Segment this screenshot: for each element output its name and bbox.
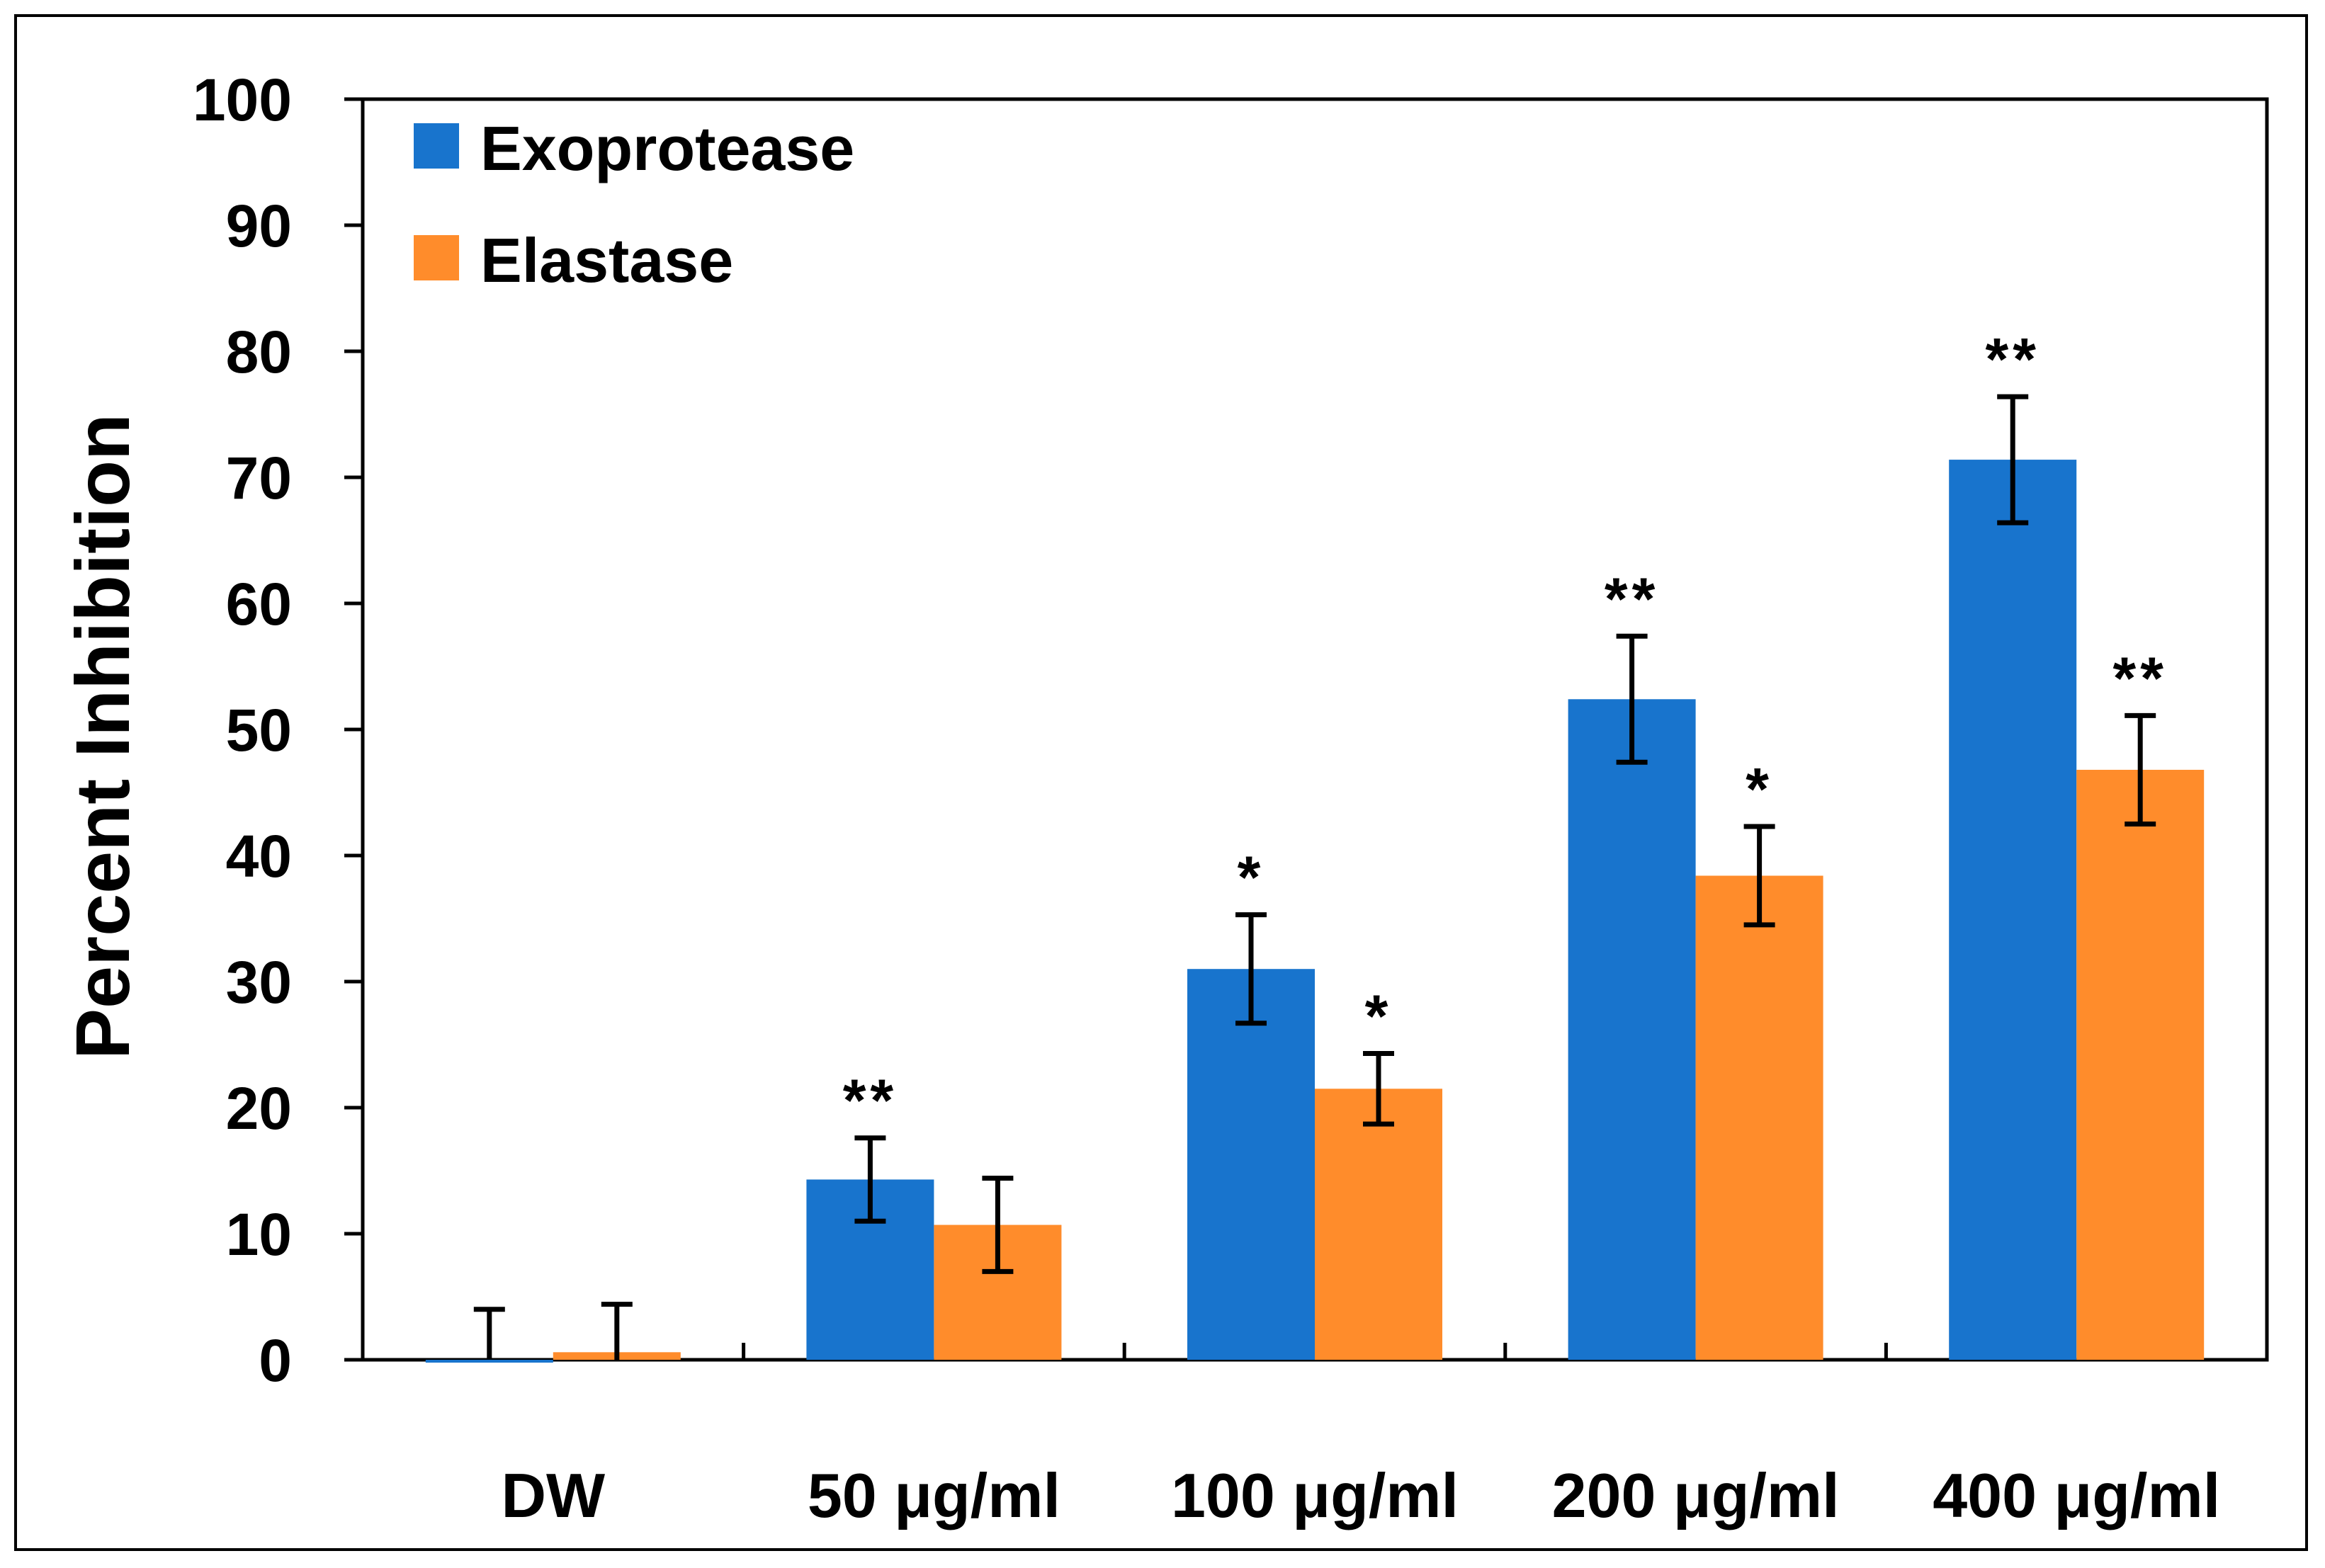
legend-label-exoprotease: Exoprotease [480,113,854,183]
legend-label-elastase: Elastase [480,225,733,295]
figure-frame [14,14,2308,1551]
y-tick-label: 40 [226,823,292,890]
significance-exoprotease-200-g-ml: ** [1605,565,1659,632]
y-tick-label: 20 [226,1075,292,1142]
bar-elastase-400-g-ml [2076,769,2205,1360]
error-bar-exoprotease-400-g-ml [1997,394,2029,525]
error-bar-exoprotease-100-g-ml [1235,912,1267,1026]
significance-exoprotease-400-g-ml: ** [1986,326,2040,392]
significance-elastase-200-g-ml: * [1746,756,1773,822]
x-tick-label-100-g-ml: 100 μg/ml [1171,1460,1459,1530]
bar-elastase-100-g-ml [1315,1089,1442,1360]
x-tick-label-400-g-ml: 400 μg/ml [1933,1460,2220,1530]
y-tick-label: 0 [259,1327,292,1394]
error-bar-elastase-400-g-ml [2125,712,2156,826]
error-bar-exoprotease-200-g-ml [1616,633,1648,765]
error-bars [473,394,2156,1360]
bar-exoprotease-200-g-ml [1568,699,1696,1360]
x-axis: DW 50 μg/ml 100 μg/ml 200 μg/ml 400 μg/ml [501,1343,2220,1530]
y-axis-title: Percent Inhibition [60,414,145,1059]
significance-marks: *********** [843,326,2168,1134]
error-bar-exoprotease-dw [473,1307,505,1360]
y-axis: 0 10 20 30 40 50 60 70 80 90 100 [193,67,363,1394]
y-tick-label: 90 [226,193,292,259]
y-tick-label: 80 [226,319,292,385]
y-tick-label: 10 [226,1201,292,1268]
bar-exoprotease-100-g-ml [1187,969,1315,1360]
error-bar-elastase-200-g-ml [1743,824,1775,928]
y-tick-label: 100 [193,67,292,133]
x-tick-label-200-g-ml: 200 μg/ml [1552,1460,1840,1530]
significance-exoprotease-100-g-ml: * [1238,844,1265,911]
significance-elastase-100-g-ml: * [1365,982,1393,1049]
y-tick-label: 30 [226,949,292,1016]
y-tick-label: 50 [226,697,292,763]
x-tick-label-50-g-ml: 50 μg/ml [808,1460,1060,1530]
legend-swatch-exoprotease [414,123,459,169]
x-tick-label-dw: DW [501,1460,605,1530]
error-bar-exoprotease-50-g-ml [854,1135,886,1224]
significance-elastase-400-g-ml: ** [2113,644,2168,711]
error-bar-elastase-dw [601,1302,633,1360]
y-tick-label: 70 [226,445,292,511]
error-bar-elastase-50-g-ml [982,1176,1014,1274]
y-tick-label: 60 [226,571,292,637]
bar-exoprotease-dw [425,1360,553,1363]
bar-exoprotease-400-g-ml [1949,460,2077,1360]
bars [425,460,2205,1363]
legend: Exoprotease Elastase [414,113,854,295]
legend-swatch-elastase [414,235,459,280]
bar-elastase-200-g-ml [1695,875,1823,1360]
significance-exoprotease-50-g-ml: ** [843,1067,898,1134]
error-bar-elastase-100-g-ml [1363,1050,1394,1127]
